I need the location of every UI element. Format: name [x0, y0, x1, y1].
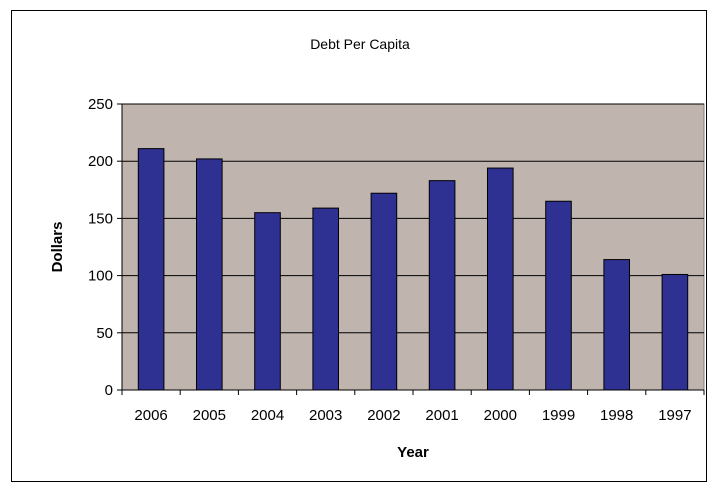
bar-1998	[603, 259, 631, 391]
y-axis-ticks: 0 50 100 150 200 250	[88, 96, 122, 399]
x-tick-label: 2003	[309, 407, 342, 424]
y-tick-label: 100	[88, 268, 113, 285]
y-tick-label: 200	[88, 153, 113, 170]
bar-2003	[312, 207, 340, 391]
bar-1997	[661, 273, 689, 391]
y-tick-label: 250	[88, 96, 113, 113]
x-tick-label: 1999	[542, 407, 575, 424]
bar-2002	[370, 192, 398, 391]
bar-1999	[545, 200, 572, 391]
y-axis-title: Dollars	[49, 222, 66, 273]
x-tick-label: 2004	[251, 407, 284, 424]
bar-2000	[486, 167, 514, 391]
bars	[137, 148, 689, 391]
x-tick-label: 2006	[134, 407, 167, 424]
x-tick-label: 2002	[367, 407, 400, 424]
bar-2004	[254, 212, 281, 391]
chart-title: Debt Per Capita	[310, 36, 410, 52]
x-axis-ticks: 2006 2005 2004 2003 2002 2001 2000 1999 1998 1997	[121, 390, 705, 424]
bar-2006	[137, 148, 165, 391]
y-tick-label: 0	[105, 382, 113, 399]
bar-2005	[195, 158, 223, 391]
bar-2001	[428, 180, 456, 391]
x-tick-label: 2000	[484, 407, 517, 424]
x-tick-label: 1998	[600, 407, 633, 424]
x-tick-label: 2005	[193, 407, 226, 424]
x-tick-label: 1997	[658, 407, 691, 424]
x-tick-label: 2001	[425, 407, 458, 424]
y-tick-label: 50	[96, 325, 113, 342]
x-axis-title: Year	[397, 444, 429, 461]
y-tick-label: 150	[88, 210, 113, 227]
